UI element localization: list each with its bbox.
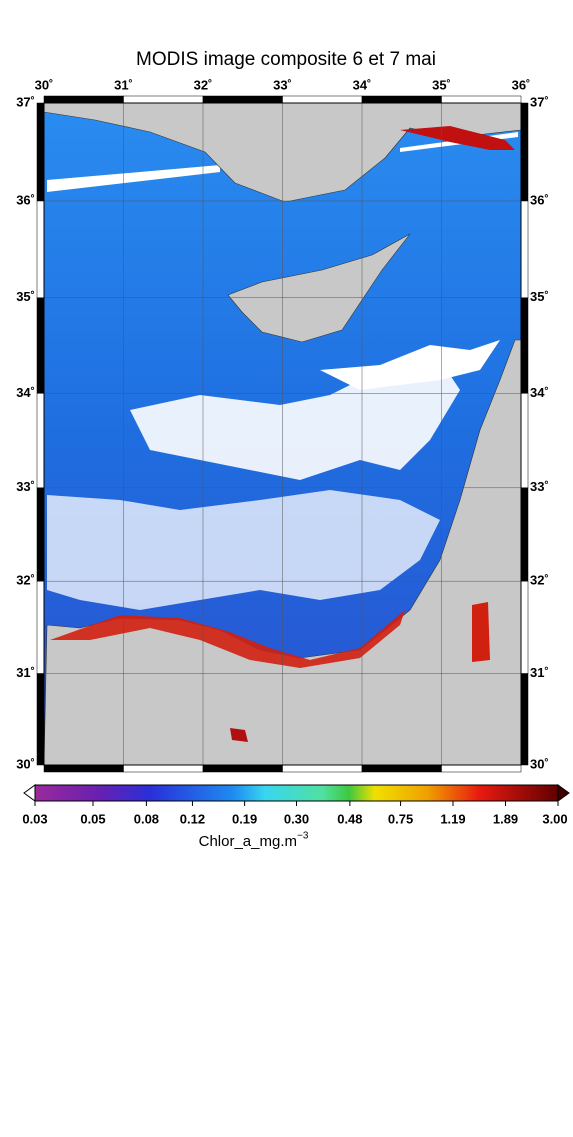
colorbar-tick-label: 0.12 bbox=[180, 811, 205, 826]
title: MODIS image composite 6 et 7 mai bbox=[136, 49, 436, 70]
frame-segment bbox=[520, 673, 529, 766]
map-border bbox=[43, 102, 522, 766]
lat-label: 33˚ bbox=[16, 479, 35, 494]
lat-label: 33˚ bbox=[530, 479, 549, 494]
colorbar-tick-label: 0.19 bbox=[232, 811, 257, 826]
colorbar-tick-label: 0.30 bbox=[284, 811, 309, 826]
lon-label: 31˚ bbox=[114, 77, 133, 92]
colorbar-tick-label: 1.89 bbox=[493, 811, 518, 826]
lat-label: 34˚ bbox=[16, 385, 35, 400]
frame-segment bbox=[520, 580, 529, 674]
map-frame bbox=[36, 95, 529, 773]
colorbar-tick-label: 0.75 bbox=[388, 811, 413, 826]
colorbar-arrow-high bbox=[557, 784, 570, 802]
frame-segment bbox=[36, 297, 45, 394]
lat-label: 34˚ bbox=[530, 385, 549, 400]
colorbar-tick-label: 3.00 bbox=[542, 811, 567, 826]
colorbar-arrow-low bbox=[23, 784, 36, 802]
lake bbox=[472, 602, 490, 662]
frame-segment bbox=[36, 102, 45, 202]
lon-label: 35˚ bbox=[432, 77, 451, 92]
colorbar-label: Chlor_a_mg.m bbox=[199, 833, 297, 850]
clouds bbox=[47, 132, 518, 610]
lat-label: 32˚ bbox=[16, 573, 35, 588]
colorbar: Chlor_a_mg.m −3 0.03 0.05 0.08 0.12 0.19 0.30… bbox=[22, 784, 570, 850]
frame-segment bbox=[282, 95, 363, 104]
frame-segment bbox=[43, 95, 124, 104]
lat-label: 31˚ bbox=[16, 665, 35, 680]
lon-label: 33˚ bbox=[273, 77, 292, 92]
colorbar-tick-label: 0.03 bbox=[22, 811, 47, 826]
frame-segment bbox=[36, 487, 45, 582]
frame-segment bbox=[43, 764, 124, 773]
coastal-bloom bbox=[400, 126, 515, 150]
lon-label: 34˚ bbox=[353, 77, 372, 92]
frame-segment bbox=[36, 673, 45, 766]
lon-label: 32˚ bbox=[194, 77, 213, 92]
colorbar-ramp bbox=[34, 784, 559, 802]
lat-label: 35˚ bbox=[530, 289, 549, 304]
lat-label: 36˚ bbox=[530, 192, 549, 207]
lat-label: 36˚ bbox=[16, 192, 35, 207]
lat-label: 35˚ bbox=[16, 289, 35, 304]
frame-segment bbox=[36, 580, 45, 674]
lat-label: 30˚ bbox=[530, 756, 549, 771]
frame-segment bbox=[520, 393, 529, 489]
frame-segment bbox=[282, 764, 363, 773]
frame-segment bbox=[123, 764, 204, 773]
frame-segment bbox=[36, 200, 45, 298]
colorbar-tick-label: 1.19 bbox=[440, 811, 465, 826]
axis-labels: 30˚ 30˚ 31˚ 31˚ 32˚ 32˚ 33˚ 33˚ 34˚ 34˚ 35˚ 35˚ 36˚ 3… bbox=[16, 77, 549, 771]
frame-segment bbox=[520, 487, 529, 582]
frame-segment bbox=[202, 95, 283, 104]
lake bbox=[230, 728, 248, 742]
frame-segment bbox=[520, 297, 529, 394]
coastal-bloom bbox=[50, 610, 405, 668]
land-cyprus bbox=[227, 233, 411, 343]
colorbar-tick-label: 0.08 bbox=[134, 811, 159, 826]
frame-segment bbox=[520, 102, 529, 202]
colorbar-label-exponent: −3 bbox=[297, 831, 309, 842]
frame-segment bbox=[202, 764, 283, 773]
lon-label: 30˚ bbox=[35, 77, 54, 92]
lat-label: 30˚ bbox=[16, 756, 35, 771]
frame-segment bbox=[361, 764, 442, 773]
frame-segment bbox=[361, 95, 442, 104]
lat-label: 37˚ bbox=[530, 94, 549, 109]
frame-segment bbox=[441, 95, 522, 104]
colorbar-tick-label: 0.48 bbox=[337, 811, 362, 826]
frame-segment bbox=[441, 764, 522, 773]
colorbar-tick-label: 0.05 bbox=[80, 811, 105, 826]
frame-segment bbox=[36, 393, 45, 489]
lat-label: 31˚ bbox=[530, 665, 549, 680]
frame-segment bbox=[520, 200, 529, 298]
frame-segment bbox=[123, 95, 204, 104]
lon-label: 36˚ bbox=[512, 77, 531, 92]
lat-label: 32˚ bbox=[530, 573, 549, 588]
lat-label: 37˚ bbox=[16, 94, 35, 109]
